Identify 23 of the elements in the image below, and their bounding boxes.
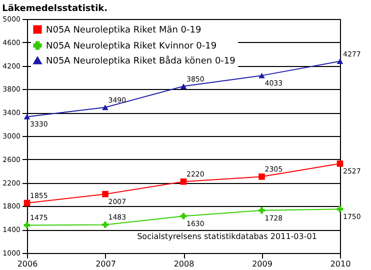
x-tick-label: 2010 xyxy=(330,260,351,268)
annotation: Socialstyrelsens statistikdatabas 2011-03-01 xyxy=(137,232,317,241)
x-tick-label: 2006 xyxy=(17,260,38,268)
point xyxy=(102,222,108,228)
legend-label: N05A Neuroleptika Riket Båda könen 0-19 xyxy=(46,56,236,66)
x-tick-label: 2007 xyxy=(96,260,116,268)
point xyxy=(258,173,265,180)
chart-title: Läkemedelsstatistik. xyxy=(2,4,108,14)
legend-label: N05A Neuroleptika Riket Kvinnor 0-19 xyxy=(46,42,217,52)
point xyxy=(24,222,30,228)
point xyxy=(258,207,265,214)
point xyxy=(336,160,344,167)
legend-label: N05A Neuroleptika Riket Män 0-19 xyxy=(46,26,202,36)
point xyxy=(180,178,187,185)
point xyxy=(336,58,344,64)
point xyxy=(258,72,265,78)
point xyxy=(102,190,108,198)
point xyxy=(180,84,187,90)
point xyxy=(102,104,108,110)
x-tick-label: 2009 xyxy=(252,260,272,268)
point xyxy=(336,206,344,212)
x-tick-label: 2008 xyxy=(174,260,194,268)
point xyxy=(180,212,187,220)
